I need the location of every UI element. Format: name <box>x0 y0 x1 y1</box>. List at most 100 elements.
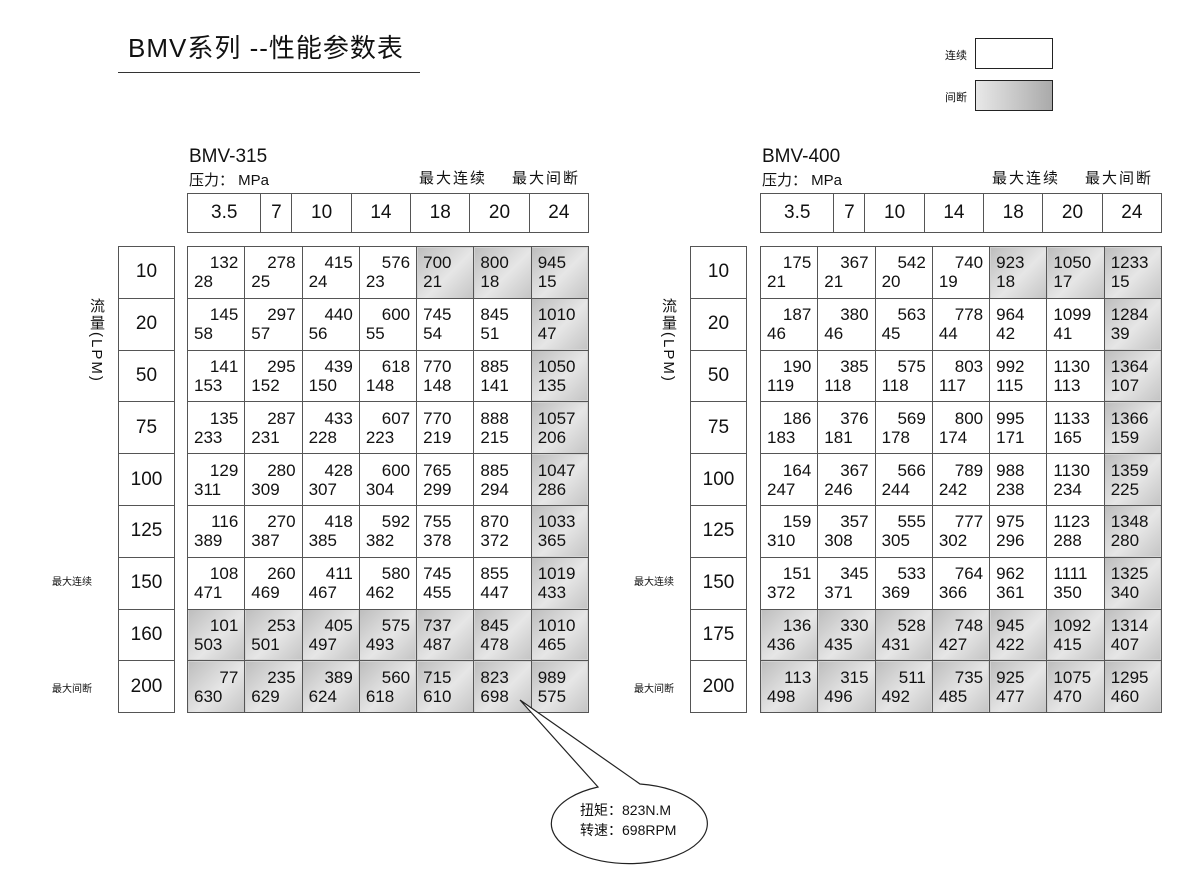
performance-cell: 1366 159 <box>1103 401 1163 455</box>
performance-cell: 253 501 <box>244 608 303 662</box>
pressure-header: 10 <box>864 193 925 233</box>
torque-value: 1233 <box>1110 253 1149 273</box>
pressure-header: 20 <box>1042 193 1103 233</box>
torque-value: 280 <box>267 460 296 480</box>
torque-value: 740 <box>954 253 984 273</box>
speed-value: 407 <box>1110 634 1140 654</box>
torque-value: 1133 <box>1053 408 1090 428</box>
flow-label: 150 <box>690 556 747 610</box>
torque-value: 260 <box>267 564 296 584</box>
torque-value: 576 <box>381 253 411 273</box>
pressure-header: 20 <box>469 193 530 233</box>
speed-value: 470 <box>1053 686 1082 706</box>
table-row: 145 58 297 57 440 56 600 55 745 54 845 51 1010 47 <box>186 297 590 351</box>
speed-value: 361 <box>996 583 1025 603</box>
performance-cell: 1050 17 <box>1046 246 1105 299</box>
torque-value: 1284 <box>1110 305 1149 325</box>
speed-value: 46 <box>767 324 786 344</box>
performance-cell: 186 183 <box>759 401 819 455</box>
torque-value: 975 <box>996 512 1025 532</box>
torque-value: 1050 <box>537 356 576 376</box>
torque-value: 600 <box>381 305 411 325</box>
torque-value: 287 <box>267 408 296 428</box>
performance-cell: 1133 165 <box>1046 401 1105 455</box>
speed-value: 47 <box>537 324 557 344</box>
torque-value: 1019 <box>537 564 576 584</box>
torque-value: 433 <box>324 408 353 428</box>
performance-cell: 141 153 <box>186 349 246 403</box>
table-row: 187 46 380 46 563 45 778 44 964 42 1099 41 1284 39 <box>759 297 1163 351</box>
speed-value: 299 <box>423 479 452 499</box>
table-row: 141 153 295 152 439 150 618 148 770 148 885 141 1050… <box>186 349 590 403</box>
torque-value: 1050 <box>1053 253 1092 273</box>
speed-value: 422 <box>996 634 1025 654</box>
speed-value: 55 <box>365 324 385 344</box>
performance-cell: 280 309 <box>244 453 303 506</box>
flow-label: 175 <box>690 608 747 662</box>
table-row: 175 21 367 21 542 20 740 19 923 18 1050 17 1233 15 <box>759 246 1163 299</box>
performance-cell: 575 493 <box>358 608 418 662</box>
performance-cell: 845 51 <box>473 297 532 351</box>
torque-value: 888 <box>480 408 509 428</box>
torque-value: 253 <box>267 615 296 635</box>
performance-cell: 135 233 <box>186 401 246 455</box>
performance-cell: 1364 107 <box>1103 349 1163 403</box>
max-intermittent-header: 最大间断 <box>1085 170 1154 187</box>
torque-value: 428 <box>324 460 353 480</box>
performance-cell: 560 618 <box>358 660 418 714</box>
torque-value: 962 <box>996 564 1025 584</box>
table-row: 135 233 287 231 433 228 607 223 770 219 888 215 1057… <box>186 401 590 455</box>
flow-axis-label: 流量(LPM) <box>660 298 677 383</box>
pressure-header: 24 <box>528 193 590 233</box>
performance-cell: 988 238 <box>989 453 1048 506</box>
speed-value: 280 <box>1110 531 1140 551</box>
max-intermittent-row-label: 最大间断 <box>634 684 674 695</box>
torque-value: 1075 <box>1053 667 1092 687</box>
performance-cell: 777 302 <box>931 504 991 558</box>
pressure-header: 3.5 <box>186 193 262 233</box>
speed-value: 309 <box>251 479 280 499</box>
torque-value: 235 <box>267 667 296 687</box>
speed-value: 51 <box>480 324 500 344</box>
speed-value: 238 <box>996 479 1025 499</box>
speed-value: 487 <box>423 634 452 654</box>
pressure-unit-label: 压力： MPa <box>762 172 843 189</box>
performance-cell: 1057 206 <box>530 401 590 455</box>
pressure-header: 10 <box>291 193 352 233</box>
torque-value: 136 <box>782 615 812 635</box>
torque-value: 789 <box>954 460 984 480</box>
flow-column: 10 20 50 75 100 125 150 160 200 <box>118 246 175 714</box>
torque-value: 542 <box>897 253 926 273</box>
performance-cell: 345 371 <box>817 556 876 610</box>
speed-value: 469 <box>251 583 280 603</box>
legend-intermittent-label: 间断 <box>945 91 967 104</box>
performance-cell: 129 311 <box>186 453 246 506</box>
performance-cell: 592 382 <box>358 504 418 558</box>
speed-value: 698 <box>480 686 509 706</box>
performance-cell: 823 698 <box>473 660 532 714</box>
torque-value: 380 <box>840 305 869 325</box>
speed-value: 58 <box>194 324 213 344</box>
performance-cell: 576 23 <box>358 246 418 299</box>
speed-value: 286 <box>537 479 567 499</box>
speed-value: 369 <box>881 583 910 603</box>
speed-value: 178 <box>881 427 910 447</box>
torque-value: 923 <box>996 253 1025 273</box>
speed-value: 471 <box>194 583 223 603</box>
speed-value: 610 <box>423 686 452 706</box>
torque-value: 132 <box>209 253 239 273</box>
performance-cell: 789 242 <box>931 453 991 506</box>
table-row: 108 471 260 469 411 467 580 462 745 455 855 447 1019… <box>186 556 590 610</box>
performance-cell: 367 21 <box>817 246 876 299</box>
speed-value: 294 <box>480 479 509 499</box>
torque-value: 992 <box>996 356 1025 376</box>
torque-value: 108 <box>209 564 239 584</box>
flow-axis-label: 流量(LPM) <box>88 298 105 383</box>
flow-label: 20 <box>118 297 175 351</box>
speed-value: 629 <box>251 686 280 706</box>
torque-value: 415 <box>324 253 353 273</box>
performance-cell: 116 389 <box>186 504 246 558</box>
performance-cell: 376 181 <box>817 401 876 455</box>
speed-value: 493 <box>365 634 395 654</box>
torque-value: 607 <box>381 408 411 428</box>
